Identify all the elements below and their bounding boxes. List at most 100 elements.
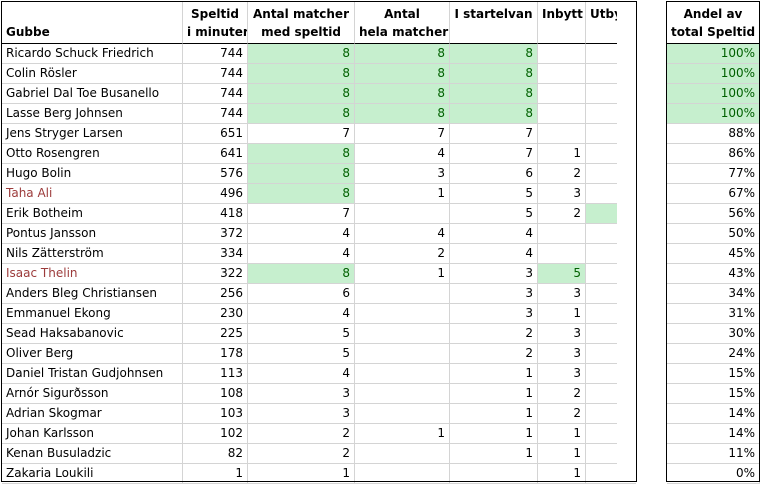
cell-minutes[interactable]: 744 [183, 64, 248, 84]
cell-full[interactable]: 8 [355, 104, 450, 124]
cell-start[interactable]: 1 [450, 384, 538, 404]
cell-in[interactable] [538, 224, 586, 244]
cell-full[interactable] [355, 464, 450, 484]
cell-full[interactable] [355, 304, 450, 324]
cell-full[interactable]: 7 [355, 124, 450, 144]
cell-start[interactable]: 1 [450, 424, 538, 444]
cell-start[interactable]: 6 [450, 164, 538, 184]
cell-in[interactable]: 2 [538, 204, 586, 224]
cell-played[interactable]: 8 [248, 164, 355, 184]
cell-share[interactable]: 100% [667, 84, 760, 104]
cell-minutes[interactable]: 113 [183, 364, 248, 384]
cell-start[interactable]: 8 [450, 104, 538, 124]
cell-share[interactable]: 77% [667, 164, 760, 184]
cell-full[interactable] [355, 204, 450, 224]
cell-minutes[interactable]: 641 [183, 144, 248, 164]
cell-full[interactable]: 1 [355, 184, 450, 204]
cell-share[interactable]: 86% [667, 144, 760, 164]
player-name-cell[interactable]: Erik Botheim [2, 204, 183, 224]
cell-full[interactable] [355, 344, 450, 364]
cell-full[interactable] [355, 324, 450, 344]
player-name-cell[interactable]: Daniel Tristan Gudjohnsen [2, 364, 183, 384]
cell-in[interactable]: 3 [538, 364, 586, 384]
cell-minutes[interactable]: 744 [183, 44, 248, 64]
cell-in[interactable]: 3 [538, 344, 586, 364]
cell-share[interactable]: 100% [667, 64, 760, 84]
cell-played[interactable]: 8 [248, 264, 355, 284]
cell-in[interactable] [538, 124, 586, 144]
cell-in[interactable]: 3 [538, 184, 586, 204]
cell-share[interactable]: 56% [667, 204, 760, 224]
cell-full[interactable]: 8 [355, 84, 450, 104]
cell-full[interactable]: 8 [355, 64, 450, 84]
cell-minutes[interactable]: 103 [183, 404, 248, 424]
cell-in[interactable]: 1 [538, 444, 586, 464]
cell-share[interactable]: 14% [667, 404, 760, 424]
cell-in[interactable] [538, 44, 586, 64]
cell-minutes[interactable]: 744 [183, 104, 248, 124]
cell-start[interactable]: 4 [450, 244, 538, 264]
cell-start[interactable]: 8 [450, 64, 538, 84]
cell-played[interactable]: 4 [248, 224, 355, 244]
cell-played[interactable]: 1 [248, 464, 355, 484]
cell-share[interactable]: 45% [667, 244, 760, 264]
player-name-cell[interactable]: Otto Rosengren [2, 144, 183, 164]
cell-in[interactable]: 3 [538, 284, 586, 304]
cell-start[interactable]: 7 [450, 124, 538, 144]
player-name-cell[interactable]: Arnór Sigurðsson [2, 384, 183, 404]
cell-minutes[interactable]: 418 [183, 204, 248, 224]
cell-start[interactable]: 3 [450, 264, 538, 284]
cell-start[interactable]: 8 [450, 84, 538, 104]
cell-in[interactable]: 2 [538, 164, 586, 184]
player-name-cell[interactable]: Zakaria Loukili [2, 464, 183, 484]
player-name-cell[interactable]: Lasse Berg Johnsen [2, 104, 183, 124]
cell-played[interactable]: 4 [248, 304, 355, 324]
cell-played[interactable]: 6 [248, 284, 355, 304]
player-name-cell[interactable]: Kenan Busuladzic [2, 444, 183, 464]
cell-full[interactable] [355, 364, 450, 384]
header-share[interactable]: Andel av total Speltid [667, 2, 760, 44]
cell-full[interactable] [355, 444, 450, 464]
cell-minutes[interactable]: 225 [183, 324, 248, 344]
cell-full[interactable]: 2 [355, 244, 450, 264]
player-name-cell[interactable]: Oliver Berg [2, 344, 183, 364]
cell-played[interactable]: 8 [248, 64, 355, 84]
cell-full[interactable] [355, 404, 450, 424]
cell-start[interactable]: 1 [450, 404, 538, 424]
cell-in[interactable]: 1 [538, 304, 586, 324]
cell-played[interactable]: 7 [248, 124, 355, 144]
cell-minutes[interactable]: 108 [183, 384, 248, 404]
cell-played[interactable]: 7 [248, 204, 355, 224]
cell-in[interactable]: 3 [538, 324, 586, 344]
cell-minutes[interactable]: 576 [183, 164, 248, 184]
cell-minutes[interactable]: 496 [183, 184, 248, 204]
cell-share[interactable]: 11% [667, 444, 760, 464]
cell-share[interactable]: 50% [667, 224, 760, 244]
header-starting[interactable]: I startelvan [450, 2, 538, 44]
player-name-cell[interactable]: Ricardo Schuck Friedrich [2, 44, 183, 64]
cell-full[interactable]: 3 [355, 164, 450, 184]
cell-full[interactable] [355, 384, 450, 404]
cell-in[interactable] [538, 84, 586, 104]
cell-start[interactable]: 2 [450, 344, 538, 364]
player-name-cell[interactable]: Gabriel Dal Toe Busanello [2, 84, 183, 104]
cell-played[interactable]: 3 [248, 384, 355, 404]
cell-minutes[interactable]: 1 [183, 464, 248, 484]
cell-start[interactable]: 1 [450, 444, 538, 464]
cell-minutes[interactable]: 102 [183, 424, 248, 444]
cell-played[interactable]: 4 [248, 364, 355, 384]
cell-minutes[interactable]: 744 [183, 84, 248, 104]
cell-played[interactable]: 8 [248, 184, 355, 204]
cell-start[interactable]: 8 [450, 44, 538, 64]
cell-played[interactable]: 4 [248, 244, 355, 264]
cell-start[interactable] [450, 464, 538, 484]
player-name-cell[interactable]: Sead Haksabanovic [2, 324, 183, 344]
cell-share[interactable]: 34% [667, 284, 760, 304]
player-name-cell[interactable]: Colin Rösler [2, 64, 183, 84]
player-name-cell[interactable]: Jens Stryger Larsen [2, 124, 183, 144]
cell-minutes[interactable]: 334 [183, 244, 248, 264]
cell-played[interactable]: 5 [248, 324, 355, 344]
cell-in[interactable]: 5 [538, 264, 586, 284]
cell-full[interactable] [355, 284, 450, 304]
player-name-cell[interactable]: Nils Zätterström [2, 244, 183, 264]
